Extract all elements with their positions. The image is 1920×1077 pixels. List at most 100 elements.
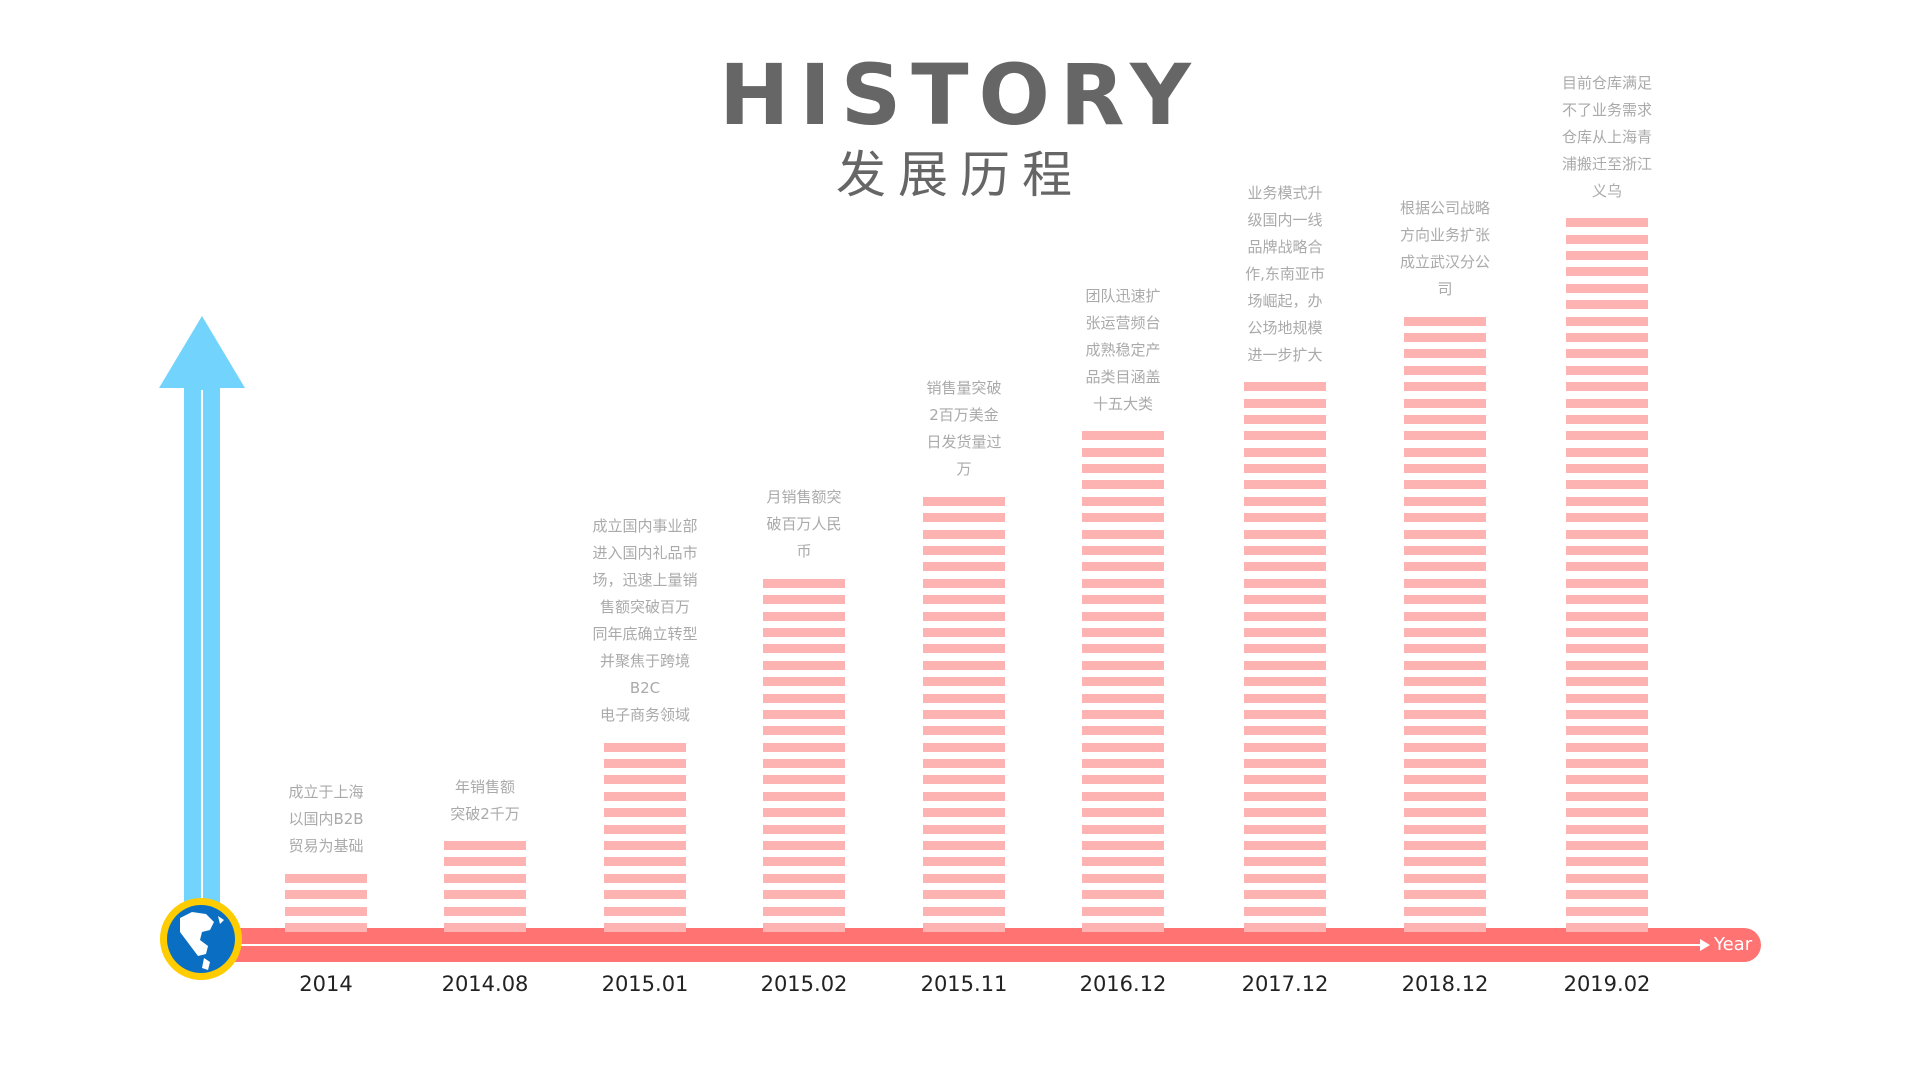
bar-stripe [1566,841,1648,851]
milestone-column: 成立国内事业部 进入国内礼品市 场，迅速上量销 售额突破百万 同年底确立转型 并聚焦于跨境… [565,513,725,932]
bar-stripe [763,775,845,785]
bar-stripe [604,759,686,769]
bar-stripe [1566,759,1648,769]
bar-stripe [1404,595,1486,605]
milestone-bar [923,489,1005,932]
description-line: 年销售额 [454,777,515,796]
bar-stripe [1566,742,1648,752]
bar-stripe [1404,496,1486,506]
bar-stripe [1566,316,1648,326]
bar-stripe [1082,529,1164,539]
bar-stripe [1082,447,1164,457]
bar-stripe [285,890,367,900]
axis-label: Year [1714,934,1753,955]
bar-stripe [1566,562,1648,572]
bar-stripe [1082,726,1164,736]
description-line: 业务模式升 [1247,183,1323,202]
bar-stripe [1082,562,1164,572]
bar-stripe [1082,709,1164,719]
year-label: 2019.02 [1563,972,1651,996]
bar-stripe [1244,480,1326,490]
description-line: 突破2千万 [450,804,520,823]
bar-stripe [923,857,1005,867]
bar-stripe [923,906,1005,916]
bar-stripe [923,513,1005,523]
bar-stripe [1566,775,1648,785]
bar-stripe [1082,546,1164,556]
bar-stripe [1244,906,1326,916]
bar-stripe [923,775,1005,785]
bar-stripe [1566,382,1648,392]
bar-stripe [604,742,686,752]
bar-stripe [1082,873,1164,883]
milestone-description: 根据公司战略 方向业务扩张 成立武汉分公司 [1390,195,1500,303]
bar-stripe [1566,349,1648,359]
bar-stripe [923,808,1005,818]
bar-stripe [763,742,845,752]
bar-stripe [1404,873,1486,883]
description-line: 品牌战略合 [1247,237,1323,256]
bar-stripe [1404,382,1486,392]
bar-stripe [763,808,845,818]
milestone-description: 团队迅速扩 张运营频台 成熟稳定产 品类目涵盖 十五大类 [1068,283,1178,418]
bar-stripe [1244,529,1326,539]
bar-stripe [1082,595,1164,605]
bar-stripe [1082,693,1164,703]
bar-stripe [923,824,1005,834]
bar-stripe [1244,841,1326,851]
bar-stripe [1566,709,1648,719]
bar-stripe [923,611,1005,621]
description-line: 贸易为基础 [288,837,364,856]
bar-stripe [1566,332,1648,342]
bar-stripe [763,791,845,801]
bar-stripe [1082,759,1164,769]
description-line: 十五大类 [1092,394,1153,413]
bar-stripe [1404,709,1486,719]
description-line: 浦搬迁至浙江 [1561,154,1652,173]
milestone-column: 年销售额突破2千万 [405,774,565,932]
bar-stripe [1566,218,1648,228]
description-line: 张运营频台 [1085,313,1161,332]
bar-stripe [1566,398,1648,408]
milestone-description: 成立于上海 以国内B2B 贸易为基础 [271,779,381,860]
bar-stripe [604,890,686,900]
bar-stripe [763,709,845,719]
milestone-bar [444,834,526,932]
bar-stripe [1082,890,1164,900]
description-line: 销售量突破 [926,379,1002,398]
bar-stripe [1244,759,1326,769]
bar-stripe [1404,529,1486,539]
year-label: 2015.01 [601,972,689,996]
description-line: 义乌 [1591,181,1622,200]
bar-stripe [1404,742,1486,752]
bar-stripe [923,841,1005,851]
bar-stripe [1244,660,1326,670]
bar-stripe [763,890,845,900]
bar-stripe [1566,627,1648,637]
description-line: 日发货量过 [926,433,1002,452]
bar-stripe [763,660,845,670]
description-line: 进一步扩大 [1247,345,1323,364]
description-line: 不了业务需求 [1561,100,1652,119]
milestone-bar [1082,424,1164,932]
bar-stripe [604,841,686,851]
description-line: 万 [956,460,972,479]
bar-stripe [285,923,367,932]
bar-stripe [1244,824,1326,834]
bar-stripe [1244,513,1326,523]
milestone-column: 月销售额突 破百万人民币 [724,484,884,932]
bar-stripe [1404,726,1486,736]
bar-stripe [1082,578,1164,588]
globe-icon [160,898,242,980]
bar-stripe [763,677,845,687]
bar-stripe [1244,857,1326,867]
bar-stripe [1566,595,1648,605]
description-line: 级国内一线 [1247,210,1323,229]
bar-stripe [923,709,1005,719]
bar-stripe [444,906,526,916]
bar-stripe [1244,431,1326,441]
year-label: 2015.11 [920,972,1008,996]
bar-stripe [1566,464,1648,474]
bar-stripe [285,873,367,883]
bar-stripe [1404,349,1486,359]
